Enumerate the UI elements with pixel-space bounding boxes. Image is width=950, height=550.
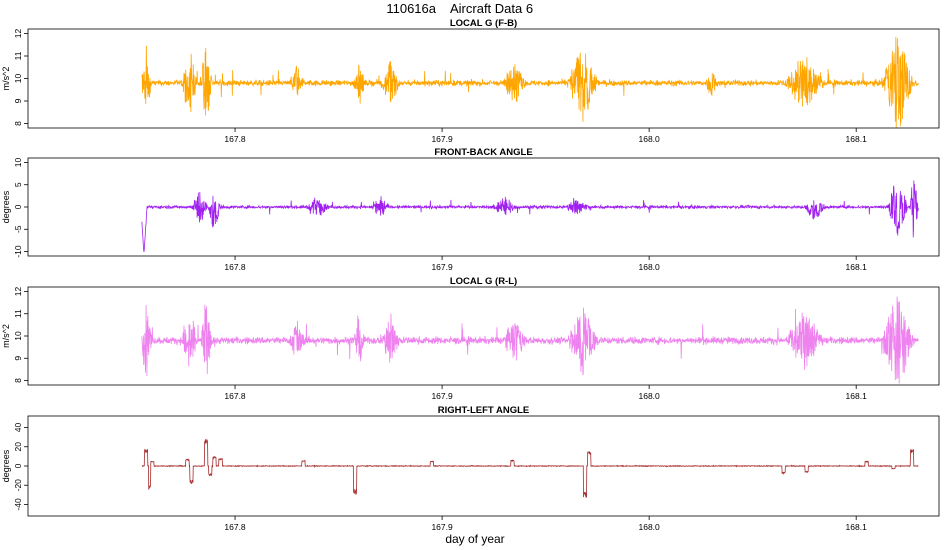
x-tick-label: 168.1 bbox=[846, 391, 868, 401]
panel-title: LOCAL G (F-B) bbox=[450, 18, 517, 29]
y-tick-label: 9 bbox=[13, 98, 23, 103]
figure-title-left: 110616a bbox=[386, 1, 436, 16]
y-tick-label: 10 bbox=[13, 157, 23, 167]
panel-title: FRONT-BACK ANGLE bbox=[434, 147, 532, 158]
y-axis-label: degrees bbox=[1, 190, 11, 223]
x-tick-label: 168.0 bbox=[638, 522, 660, 532]
y-tick-label: 10 bbox=[13, 331, 23, 341]
x-tick-label: 167.9 bbox=[431, 262, 453, 272]
x-tick-label: 167.9 bbox=[431, 134, 453, 144]
y-tick-label: -20 bbox=[13, 479, 23, 492]
series-line bbox=[141, 296, 919, 384]
y-tick-label: 40 bbox=[13, 423, 23, 433]
y-tick-label: 5 bbox=[13, 182, 23, 187]
y-tick-label: 20 bbox=[13, 442, 23, 452]
series-line bbox=[141, 438, 919, 498]
x-tick-label: 167.9 bbox=[431, 391, 453, 401]
panel-3: LOCAL G (R-L) m/s^2 167.8 167.9 168.0 168.1 8 9… bbox=[1, 276, 940, 401]
panel-title: RIGHT-LEFT ANGLE bbox=[438, 405, 529, 416]
x-tick-label: 167.8 bbox=[224, 262, 246, 272]
x-tick-label: 167.8 bbox=[224, 522, 246, 532]
y-tick-label: 12 bbox=[13, 29, 23, 39]
panel-1: LOCAL G (F-B) m/s^2 167.8 167.9 168.0 168.1 8 9… bbox=[1, 18, 940, 144]
y-axis-label: m/s^2 bbox=[1, 67, 11, 91]
x-tick-label: 168.0 bbox=[638, 134, 660, 144]
y-tick-label: 11 bbox=[13, 309, 23, 318]
panel-2: FRONT-BACK ANGLE degrees 167.8 167.9 168.0 16… bbox=[1, 147, 940, 272]
x-tick-label: 167.8 bbox=[224, 391, 246, 401]
y-tick-label: 12 bbox=[13, 286, 23, 296]
y-tick-label: 8 bbox=[13, 378, 23, 383]
panel-4: RIGHT-LEFT ANGLE degrees 167.8 167.9 168.0 16… bbox=[1, 405, 940, 532]
x-tick-label: 168.1 bbox=[846, 522, 868, 532]
panel-title: LOCAL G (R-L) bbox=[450, 276, 517, 287]
y-tick-label: -10 bbox=[13, 245, 23, 258]
y-tick-label: 0 bbox=[13, 204, 23, 209]
x-tick-label: 168.0 bbox=[638, 391, 660, 401]
y-tick-label: 11 bbox=[13, 51, 23, 60]
y-axis-label: m/s^2 bbox=[1, 324, 11, 348]
y-tick-label: 10 bbox=[13, 74, 23, 84]
x-tick-label: 168.0 bbox=[638, 262, 660, 272]
x-axis-label: day of year bbox=[445, 532, 504, 546]
y-axis-label: degrees bbox=[1, 449, 11, 482]
y-tick-label: -5 bbox=[13, 225, 23, 233]
panels-group: LOCAL G (F-B) m/s^2 167.8 167.9 168.0 168.1 8 9… bbox=[1, 18, 940, 532]
series-line bbox=[141, 180, 919, 253]
x-tick-label: 167.9 bbox=[431, 522, 453, 532]
figure-title-right: Aircraft Data 6 bbox=[450, 1, 533, 16]
y-tick-label: 0 bbox=[13, 463, 23, 468]
x-tick-label: 167.8 bbox=[224, 134, 246, 144]
y-tick-label: -40 bbox=[13, 498, 23, 511]
series-line bbox=[141, 36, 919, 128]
y-tick-label: 8 bbox=[13, 121, 23, 126]
x-tick-label: 168.1 bbox=[846, 134, 868, 144]
x-tick-label: 168.1 bbox=[846, 262, 868, 272]
y-tick-label: 9 bbox=[13, 356, 23, 361]
